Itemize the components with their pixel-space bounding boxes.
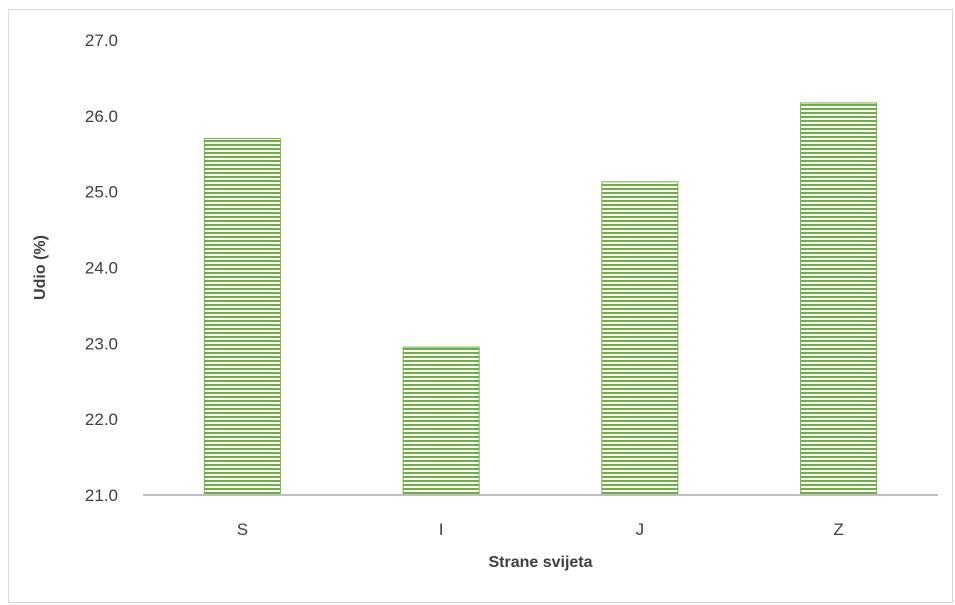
bar-s — [203, 138, 281, 496]
bar-z — [800, 102, 878, 496]
y-axis-title: Udio (%) — [32, 235, 49, 300]
x-tick-label: I — [439, 520, 444, 539]
y-tick-label: 24.0 — [85, 259, 118, 278]
x-axis-title: Strane svijeta — [488, 554, 592, 571]
y-tick-label: 21.0 — [85, 486, 118, 505]
bars — [203, 102, 878, 496]
bar-i — [402, 346, 480, 496]
x-tick-label: J — [636, 520, 645, 539]
y-axis-tick-labels: 21.0 22.0 23.0 24.0 25.0 26.0 27.0 — [85, 31, 118, 505]
y-tick-label: 22.0 — [85, 410, 118, 429]
bar-j — [601, 181, 679, 496]
chart-area — [8, 9, 953, 603]
x-tick-label: S — [237, 520, 248, 539]
y-tick-label: 26.0 — [85, 107, 118, 126]
y-tick-label: 27.0 — [85, 31, 118, 50]
y-tick-label: 23.0 — [85, 334, 118, 353]
x-tick-label: Z — [833, 520, 843, 539]
y-tick-label: 25.0 — [85, 183, 118, 202]
